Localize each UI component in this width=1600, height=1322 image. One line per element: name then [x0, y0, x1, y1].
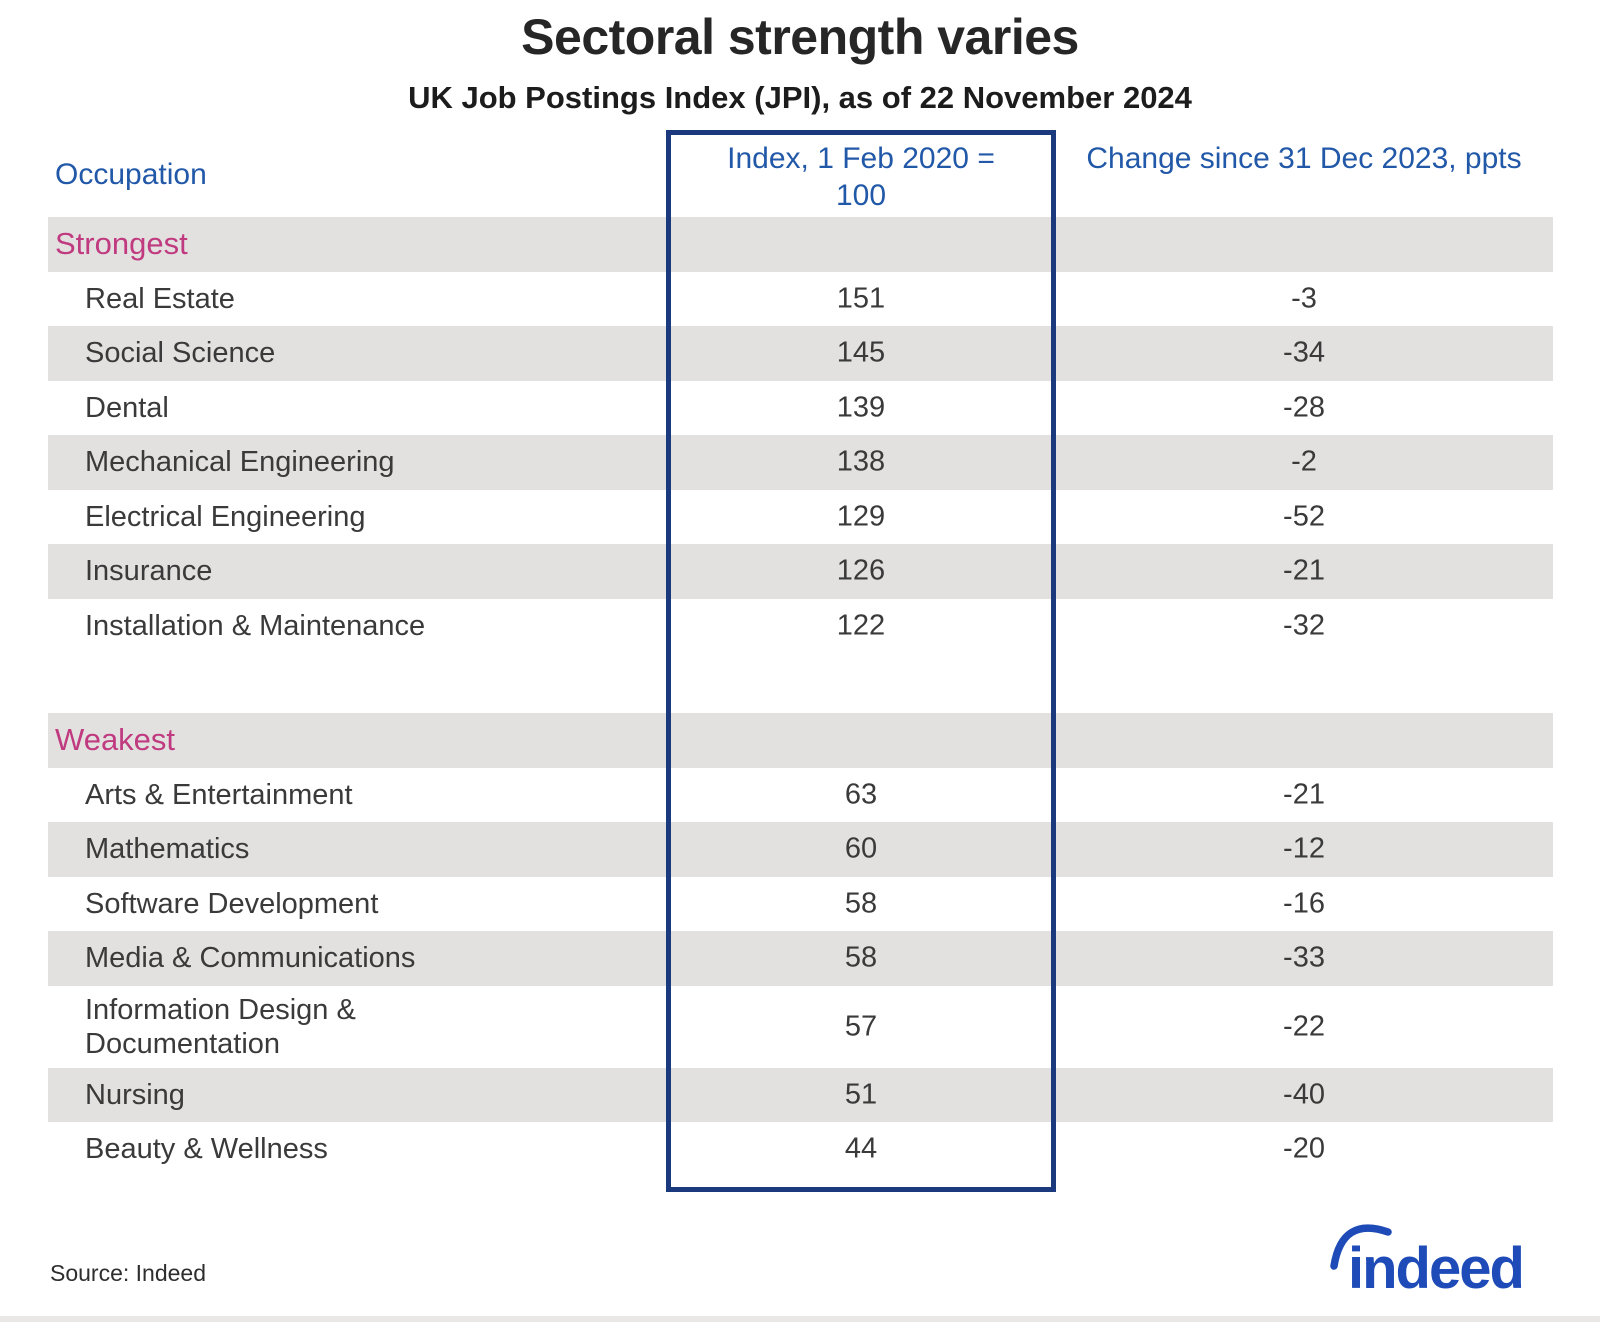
index-value: 60 [844, 832, 878, 865]
section-label: Weakest [55, 722, 176, 758]
index-value: 58 [844, 941, 878, 974]
change-value: -33 [1283, 941, 1325, 974]
change-value: -32 [1283, 609, 1325, 642]
index-value: 63 [844, 778, 878, 811]
occupation-label: Nursing [85, 1078, 185, 1111]
table-row: Installation & Maintenance 122 -32 [48, 598, 1553, 653]
change-value: -21 [1283, 554, 1325, 587]
index-value: 126 [836, 554, 886, 587]
occupation-label: Installation & Maintenance [85, 609, 426, 642]
occupation-label: Information Design & Documentation [85, 993, 356, 1060]
logo-swoosh-icon [1330, 1224, 1392, 1270]
index-value: 129 [836, 500, 886, 533]
occupation-label: Electrical Engineering [85, 500, 366, 533]
change-value: -20 [1283, 1132, 1325, 1165]
table-row: Social Science 145 -34 [48, 326, 1553, 381]
occupation-label: Social Science [85, 337, 276, 370]
table-row: Arts & Entertainment 63 -21 [48, 767, 1553, 822]
index-value: 51 [844, 1078, 878, 1111]
change-value: -2 [1291, 445, 1317, 478]
occupation-label: Dental [85, 391, 169, 424]
table-row: Electrical Engineering 129 -52 [48, 489, 1553, 544]
index-value: 44 [844, 1132, 878, 1165]
change-value: -22 [1283, 1010, 1325, 1042]
table-row: Information Design & Documentation 57 -22 [48, 985, 1553, 1068]
table-row: Insurance 126 -21 [48, 544, 1553, 599]
source-note: Source: Indeed [50, 1260, 207, 1286]
occupation-label: Mechanical Engineering [85, 446, 395, 479]
occupation-label: Software Development [85, 887, 379, 920]
change-value: -52 [1283, 500, 1325, 533]
logo-wordmark: indeed [1348, 1236, 1523, 1301]
index-value: 151 [836, 282, 886, 315]
column-header-occupation: Occupation [55, 158, 207, 191]
column-header-change: Change since 31 Dec 2023, ppts [1086, 142, 1522, 175]
index-value: 145 [836, 336, 886, 369]
occupation-label: Insurance [85, 555, 213, 588]
occupation-label: Real Estate [85, 282, 235, 315]
index-value: 122 [836, 609, 886, 642]
table-row: Real Estate 151 -3 [48, 271, 1553, 326]
occupation-label: Arts & Entertainment [85, 778, 353, 811]
table-row: Software Development 58 -16 [48, 876, 1553, 931]
index-value: 139 [836, 391, 886, 424]
table-row: Beauty & Wellness 44 -20 [48, 1122, 1553, 1177]
indeed-logo: indeed [1330, 1224, 1525, 1301]
change-value: -34 [1283, 336, 1325, 369]
section-label: Strongest [55, 226, 188, 262]
section-spacer [48, 653, 1553, 713]
table-row: Dental 139 -28 [48, 380, 1553, 435]
occupation-label: Media & Communications [85, 942, 416, 975]
occupation-label: Mathematics [85, 833, 250, 866]
index-value: 138 [836, 445, 886, 478]
page-title: Sectoral strength varies [521, 9, 1079, 65]
change-value: -28 [1283, 391, 1325, 424]
table-row: Mathematics 60 -12 [48, 822, 1553, 877]
bottom-divider [0, 1316, 1600, 1322]
index-value: 57 [844, 1010, 878, 1042]
section-header-row: Strongest [48, 217, 1553, 272]
section-header-row: Weakest [48, 713, 1553, 768]
page-subtitle: UK Job Postings Index (JPI), as of 22 No… [408, 80, 1192, 115]
column-header-index: Index, 1 Feb 2020 = 100 [727, 142, 995, 212]
table-row: Mechanical Engineering 138 -2 [48, 435, 1553, 490]
change-value: -40 [1283, 1078, 1325, 1111]
index-value: 58 [844, 887, 878, 920]
change-value: -3 [1291, 282, 1317, 315]
change-value: -16 [1283, 887, 1325, 920]
change-value: -21 [1283, 778, 1325, 811]
change-value: -12 [1283, 832, 1325, 865]
table-row: Nursing 51 -40 [48, 1067, 1553, 1122]
occupation-label: Beauty & Wellness [85, 1133, 328, 1166]
table-body: Strongest Real Estate 151 -3 Social Science 1… [48, 217, 1553, 1177]
table-row: Media & Communications 58 -33 [48, 931, 1553, 986]
